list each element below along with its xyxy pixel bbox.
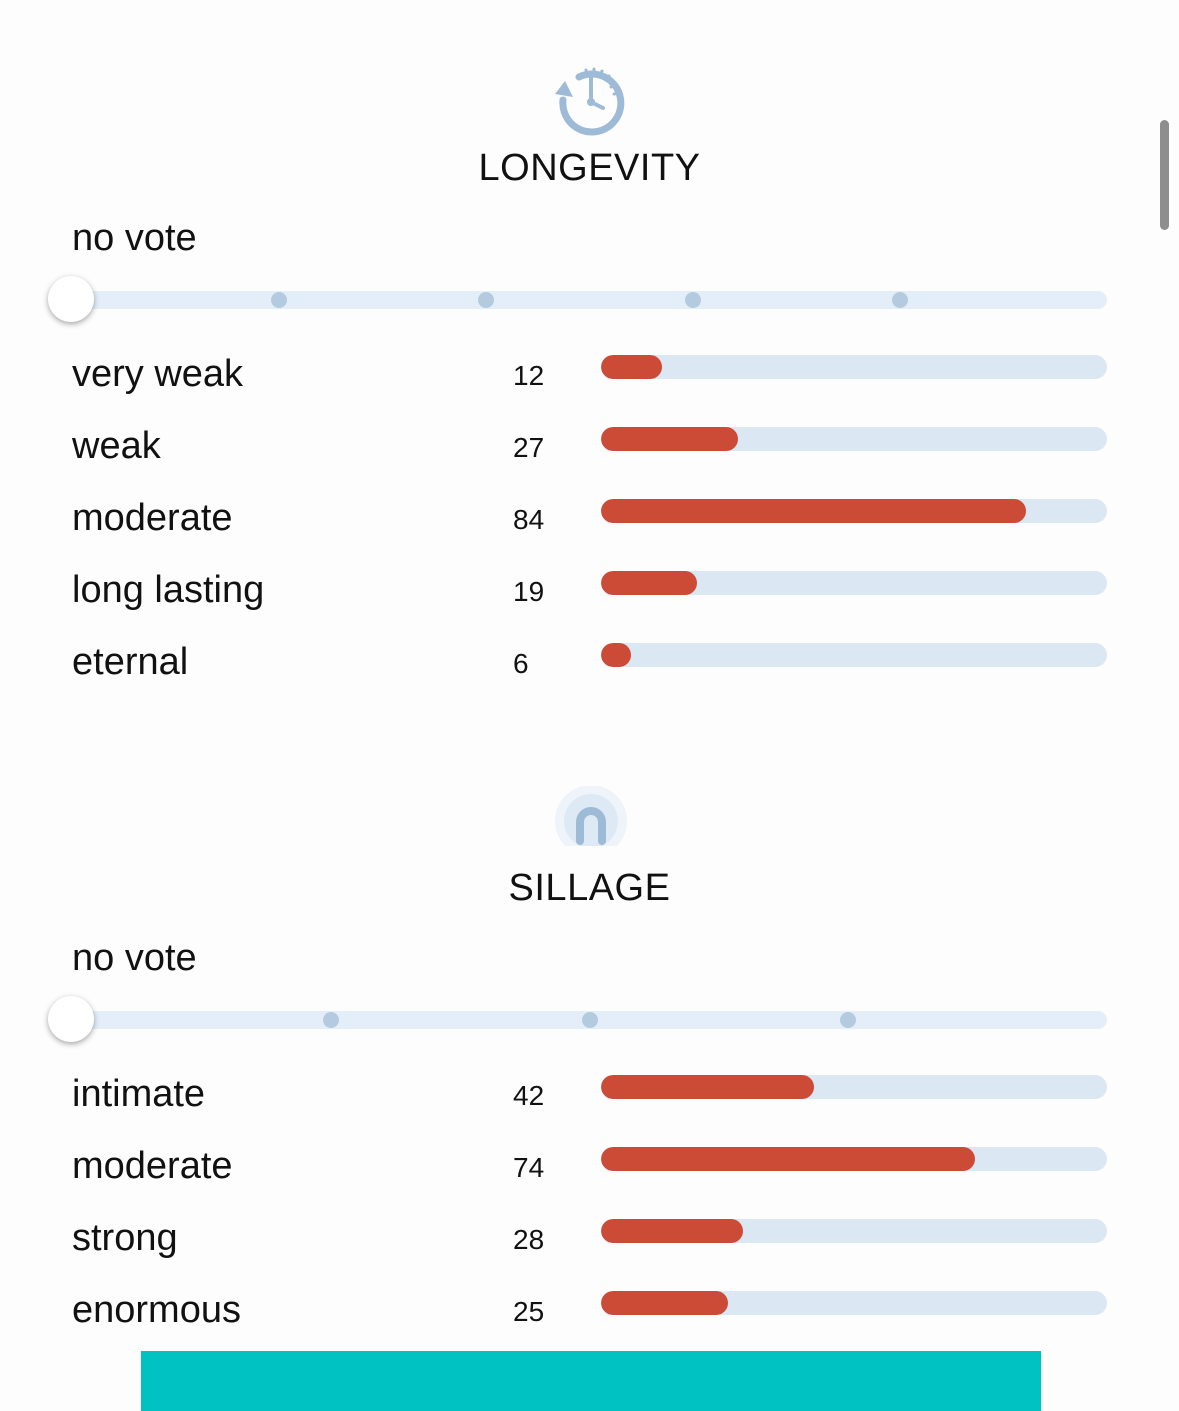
slider-thumb[interactable] — [48, 996, 94, 1042]
vote-bar — [601, 355, 1107, 379]
row-count: 12 — [513, 360, 545, 391]
sillage-vote-label: no vote — [72, 937, 197, 979]
sillage-vote-slider[interactable] — [48, 996, 1107, 1042]
row-label: intimate — [72, 1073, 206, 1115]
row-label: very weak — [72, 353, 244, 395]
row-label: moderate — [72, 1145, 233, 1187]
longevity-row-long-lasting: long lasting 19 — [72, 569, 1107, 619]
slider-stop[interactable] — [840, 1012, 857, 1028]
vote-bar — [601, 1075, 1107, 1099]
longevity-row-very-weak: very weak 12 — [72, 353, 1107, 403]
row-label: strong — [72, 1217, 178, 1259]
longevity-vote-slider[interactable] — [48, 276, 1107, 322]
vote-bar — [601, 1219, 1107, 1243]
scrollbar[interactable] — [1160, 120, 1169, 230]
row-count: 6 — [513, 648, 529, 679]
sillage-title: SILLAGE — [508, 867, 671, 909]
ad-banner[interactable] — [141, 1351, 1041, 1411]
row-count: 25 — [513, 1296, 545, 1327]
sillage-row-intimate: intimate 42 — [72, 1073, 1107, 1123]
sillage-row-moderate: moderate 74 — [72, 1145, 1107, 1195]
row-count: 19 — [513, 576, 545, 607]
longevity-title: LONGEVITY — [478, 147, 701, 189]
vote-bar-fill — [601, 499, 1027, 523]
sillage-row-enormous: enormous 25 — [72, 1289, 1107, 1339]
slider-stop[interactable] — [581, 1012, 598, 1028]
slider-stop[interactable] — [892, 292, 908, 308]
row-label: long lasting — [72, 569, 265, 611]
vote-bar-fill — [601, 1147, 976, 1171]
vote-bar — [601, 499, 1107, 523]
row-count: 28 — [513, 1224, 545, 1255]
row-count: 27 — [513, 432, 545, 463]
row-label: enormous — [72, 1289, 241, 1331]
vote-bar — [601, 643, 1107, 667]
row-label: weak — [72, 425, 161, 467]
slider-stop[interactable] — [271, 292, 287, 308]
vote-bar-fill — [601, 1291, 728, 1315]
slider-thumb[interactable] — [48, 276, 94, 322]
row-count: 84 — [513, 504, 545, 535]
vote-bar — [601, 1147, 1107, 1171]
clock-rotate-icon — [553, 66, 629, 140]
vote-bar-fill — [601, 643, 632, 667]
vote-bar-fill — [601, 427, 738, 451]
vote-bar — [601, 427, 1107, 451]
row-count: 74 — [513, 1152, 545, 1183]
row-label: moderate — [72, 497, 233, 539]
vote-bar-fill — [601, 1075, 814, 1099]
row-count: 42 — [513, 1080, 545, 1111]
vote-bar-fill — [601, 355, 662, 379]
slider-stop[interactable] — [478, 292, 494, 308]
vote-bar-fill — [601, 1219, 743, 1243]
slider-stop[interactable] — [322, 1012, 339, 1028]
row-label: eternal — [72, 641, 189, 683]
vote-bar — [601, 571, 1107, 595]
longevity-row-weak: weak 27 — [72, 425, 1107, 475]
longevity-vote-label: no vote — [72, 217, 197, 259]
vote-bar — [601, 1291, 1107, 1315]
slider-track[interactable] — [72, 291, 1107, 309]
longevity-row-eternal: eternal 6 — [72, 641, 1107, 691]
sillage-row-strong: strong 28 — [72, 1217, 1107, 1267]
longevity-row-moderate: moderate 84 — [72, 497, 1107, 547]
sillage-arch-icon — [553, 785, 629, 857]
vote-bar-fill — [601, 571, 698, 595]
slider-stop[interactable] — [685, 292, 701, 308]
